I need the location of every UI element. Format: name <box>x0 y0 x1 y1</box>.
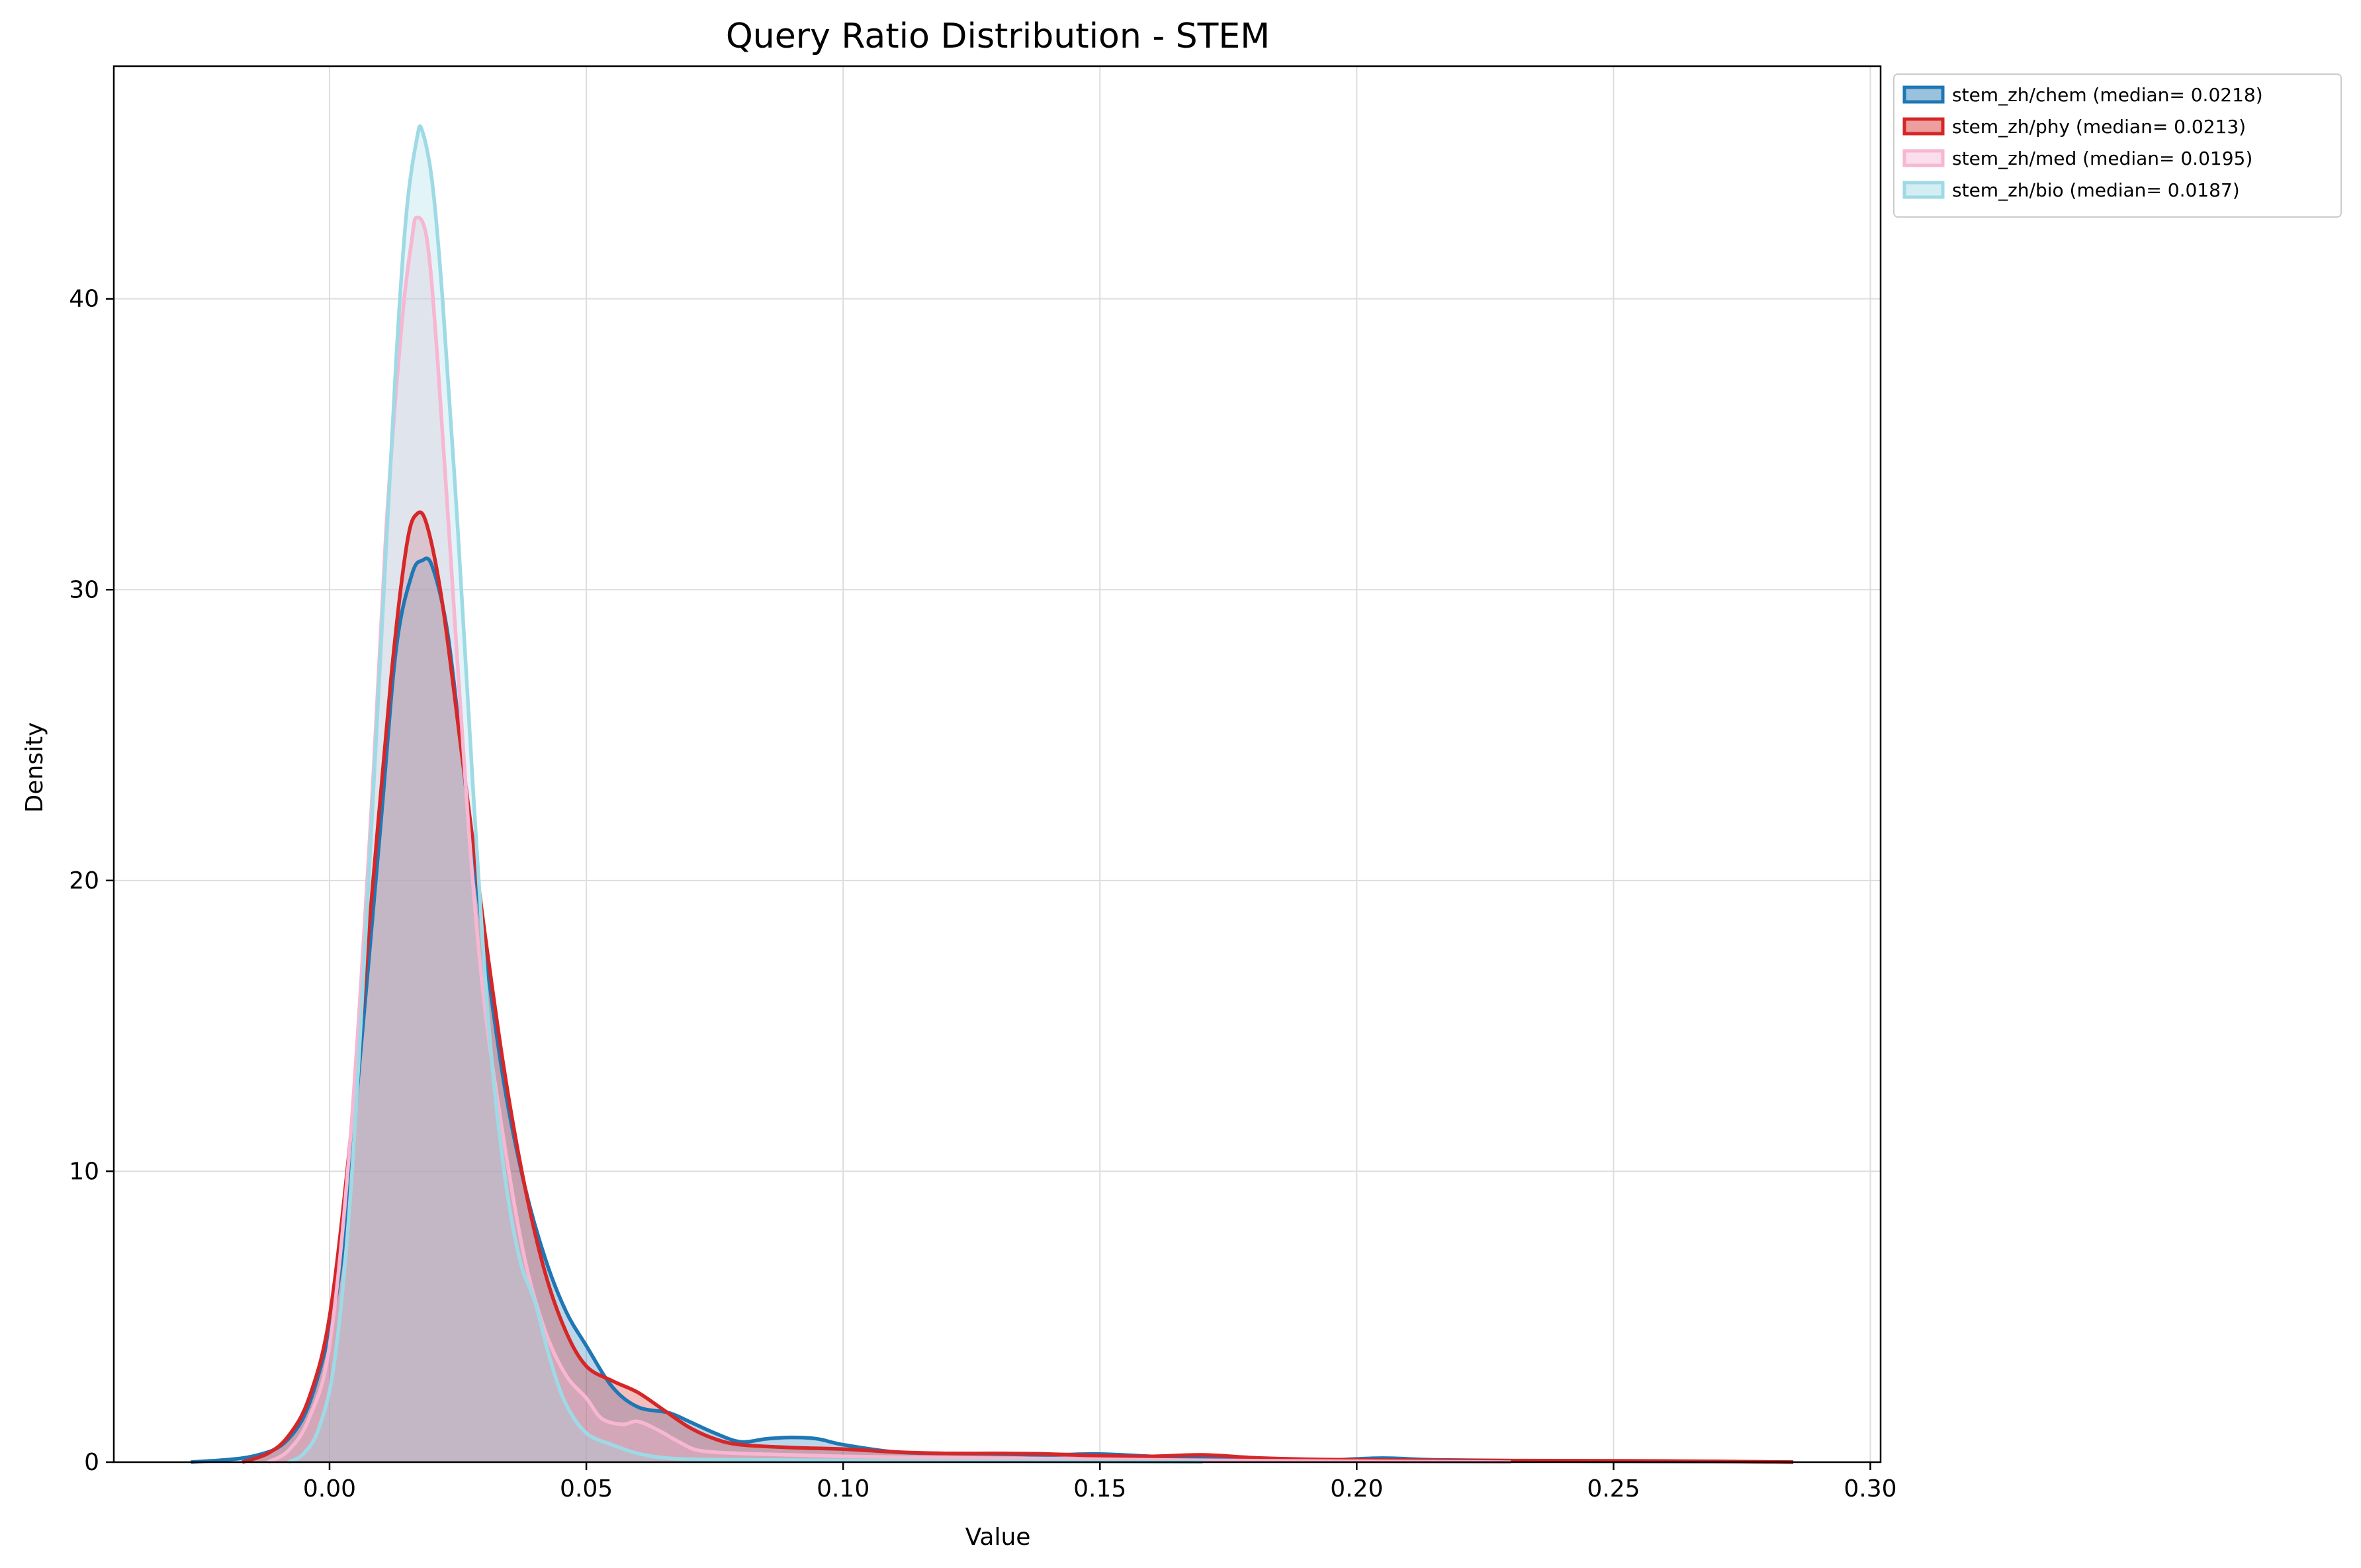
density-area-1 <box>191 558 1794 1463</box>
y-tick-label: 0 <box>84 1449 99 1476</box>
density-area-2 <box>242 512 1794 1463</box>
legend-swatch-1 <box>1902 85 1945 104</box>
legend-items: stem_zh/chem (median= 0.0218) stem_zh/phy… <box>1902 84 2263 201</box>
legend-label-1: stem_zh/chem (median= 0.0218) <box>1952 84 2263 106</box>
x-tick-label: 0.05 <box>560 1475 613 1503</box>
density-line-4 <box>287 124 1203 1464</box>
legend-swatch-4 <box>1902 181 1945 199</box>
density-area-3 <box>267 217 1511 1463</box>
y-axis-label: Density <box>21 722 48 813</box>
y-axis-ticks: 0 10 20 30 40 <box>69 286 114 1476</box>
legend-box <box>1893 73 2342 218</box>
x-tick-label: 0.20 <box>1330 1475 1383 1503</box>
density-area-4 <box>288 126 1203 1462</box>
y-tick-label: 20 <box>69 867 99 894</box>
legend-label-4: stem_zh/bio (median= 0.0187) <box>1952 179 2240 201</box>
plot-frame <box>112 65 1882 1463</box>
x-tick-label: 0.00 <box>303 1475 356 1503</box>
legend-label-3: stem_zh/med (median= 0.0195) <box>1952 148 2252 169</box>
y-tick-label: 10 <box>69 1158 99 1185</box>
y-tick-label: 30 <box>69 576 99 603</box>
x-axis-label: Value <box>965 1524 1031 1551</box>
legend: stem_zh/chem (median= 0.0218) stem_zh/phy… <box>1893 73 2342 218</box>
x-axis-ticks: 0.00 0.05 0.10 0.15 0.20 0.25 0.30 <box>303 1462 1897 1503</box>
x-tick-label: 0.25 <box>1587 1475 1640 1503</box>
x-tick-label: 0.30 <box>1844 1475 1896 1503</box>
density-lines <box>191 124 1794 1464</box>
chart-title: Query Ratio Distribution - STEM <box>726 17 1270 56</box>
x-tick-label: 0.10 <box>817 1475 869 1503</box>
legend-swatch-3 <box>1902 149 1945 167</box>
x-tick-label: 0.15 <box>1073 1475 1126 1503</box>
density-line-2 <box>242 510 1794 1464</box>
density-areas <box>191 126 1794 1463</box>
y-tick-label: 40 <box>69 286 99 313</box>
legend-swatch-2 <box>1902 117 1945 136</box>
legend-label-2: stem_zh/phy (median= 0.0213) <box>1952 116 2246 138</box>
